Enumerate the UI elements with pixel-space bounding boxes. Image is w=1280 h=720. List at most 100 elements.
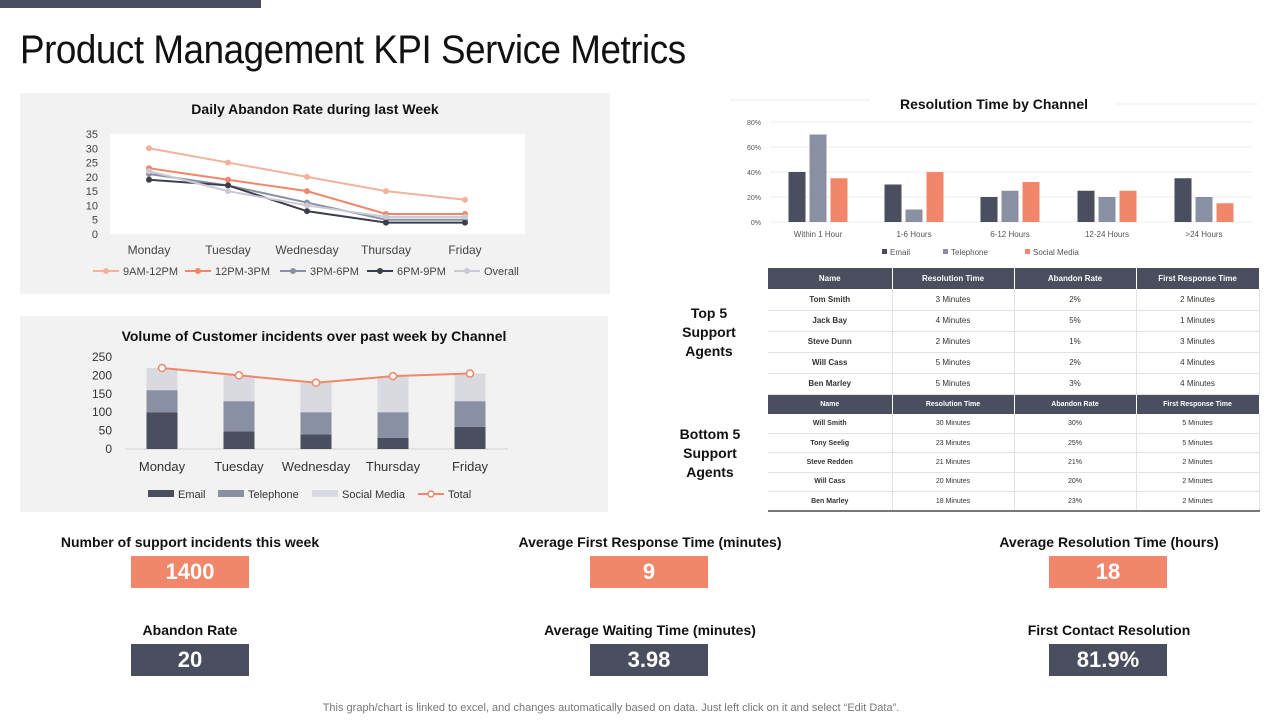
bar-social-media <box>1119 190 1137 222</box>
cell-resolution-time: 3 Minutes <box>892 289 1015 311</box>
bar-segment-social-media <box>454 373 486 402</box>
incident-volume-chart-panel[interactable]: Volume of Customer incidents over past w… <box>20 316 608 512</box>
y-tick-label: 0 <box>105 442 112 456</box>
bar-email <box>1077 190 1095 222</box>
cell-name: Steve Dunn <box>768 331 893 353</box>
cell-name: Will Smith <box>768 414 893 434</box>
cell-resolution-time: 4 Minutes <box>892 310 1015 332</box>
bottom5-agents-table: Name Resolution Time Abandon Rate First Res… <box>768 395 1260 512</box>
top-accent-bar <box>0 0 261 8</box>
legend-label: 6PM-9PM <box>397 266 446 278</box>
y-tick-label: 35 <box>86 129 98 141</box>
data-point-overall <box>383 213 389 220</box>
legend-marker-total <box>427 490 435 498</box>
x-tick-label: Thursday <box>361 243 411 257</box>
bottom5-table-row: Will Smith 30 Minutes 30% 5 Minutes <box>768 414 1260 434</box>
cell-first-response-time: 2 Minutes <box>1136 289 1260 311</box>
data-point-6pm-9pm <box>146 176 152 183</box>
data-point-9am-12pm <box>304 173 310 180</box>
col-header-name: Name <box>768 268 893 289</box>
cell-name: Steve Redden <box>768 452 893 473</box>
y-tick-label: 200 <box>92 368 112 382</box>
legend-label: Email <box>890 248 910 257</box>
cell-abandon-rate: 2% <box>1014 289 1137 311</box>
legend-marker-12pm-3pm <box>195 268 201 274</box>
data-point-9am-12pm <box>462 196 468 203</box>
x-tick-label: 6-12 Hours <box>990 230 1030 239</box>
cell-name: Jack Bay <box>768 310 893 332</box>
bar-telephone <box>809 134 827 222</box>
resolution-time-chart[interactable]: 0% 20% 40% 60% 80% Within 1 Hour 1-6 Hours 6-12… <box>730 92 1260 262</box>
data-point-overall <box>225 188 231 195</box>
col-header-resolution-time: Resolution Time <box>892 268 1015 289</box>
bottom5-table-row: Will Cass 20 Minutes 20% 2 Minutes <box>768 472 1260 493</box>
data-point-6pm-9pm <box>462 219 468 226</box>
y-tick-label: 5 <box>92 215 98 227</box>
bar-email <box>1174 178 1192 222</box>
col-header-first-response-time: First Response Time <box>1136 268 1260 289</box>
top5-label: Top 5 Support Agents <box>682 305 736 359</box>
resolution-chart-title: Resolution Time by Channel <box>900 96 1088 112</box>
legend-label: Social Media <box>342 489 406 501</box>
bar-telephone <box>905 209 923 222</box>
y-tick-label: 30 <box>86 143 98 155</box>
cell-abandon-rate: 25% <box>1014 433 1137 454</box>
incident-volume-chart[interactable]: 0 50 100 150 200 250 Monday Tuesday Wednesday Thu… <box>20 316 608 512</box>
abandon-rate-chart-panel[interactable]: Daily Abandon Rate during last Week 0 5 10… <box>20 93 610 294</box>
kpi-value-first-contact: 81.9% <box>1049 644 1167 676</box>
top5-table-row: Will Cass 5 Minutes 2% 4 Minutes <box>768 352 1260 374</box>
bar-segment-social-media <box>300 382 332 413</box>
cell-first-response-time: 5 Minutes <box>1136 414 1260 434</box>
bottom5-table-row: Ben Marley 18 Minutes 23% 2 Minutes <box>768 491 1260 512</box>
x-tick-label: 1-6 Hours <box>896 230 931 239</box>
cell-first-response-time: 2 Minutes <box>1136 472 1260 493</box>
abandon-rate-chart[interactable]: 0 5 10 15 20 25 30 35 Monday Tuesday Wednesday Thur… <box>20 93 610 294</box>
bar-social-media <box>1022 182 1040 222</box>
col-header-abandon-rate: Abandon Rate <box>1014 268 1137 289</box>
kpi-label-resolution-time: Average Resolution Time (hours) <box>999 534 1219 550</box>
data-point-6pm-9pm <box>304 208 310 215</box>
bar-segment-telephone <box>377 412 409 438</box>
legend-label: Email <box>178 489 206 501</box>
bar-telephone <box>1195 197 1213 222</box>
cell-abandon-rate: 21% <box>1014 452 1137 473</box>
kpi-value-waiting-time: 3.98 <box>590 644 708 676</box>
legend-label: Total <box>448 489 471 501</box>
total-point <box>465 369 475 378</box>
col-header-first-response-time: First Response Time <box>1136 395 1260 414</box>
legend-label: 3PM-6PM <box>310 266 359 278</box>
bar-segment-telephone <box>146 390 178 413</box>
top5-table-row: Jack Bay 4 Minutes 5% 1 Minutes <box>768 310 1260 332</box>
kpi-label-abandon-rate: Abandon Rate <box>142 622 238 638</box>
cell-name: Will Cass <box>768 472 893 493</box>
x-tick-label: Tuesday <box>214 459 264 474</box>
cell-abandon-rate: 30% <box>1014 414 1137 434</box>
bar-segment-email <box>146 412 178 449</box>
col-header-resolution-time: Resolution Time <box>892 395 1015 414</box>
y-tick-label: 20 <box>86 172 98 184</box>
total-point <box>311 378 321 388</box>
cell-first-response-time: 1 Minutes <box>1136 310 1260 332</box>
data-point-9am-12pm <box>383 188 389 195</box>
bar-segment-email <box>454 426 486 449</box>
cell-name: Tony Seelig <box>768 433 893 454</box>
cell-abandon-rate: 3% <box>1014 373 1137 395</box>
kpi-value-incidents: 1400 <box>131 556 249 588</box>
cell-resolution-time: 20 Minutes <box>892 472 1015 493</box>
data-point-9am-12pm <box>225 159 231 166</box>
cell-resolution-time: 2 Minutes <box>892 331 1015 353</box>
kpi-label-first-contact: First Contact Resolution <box>1027 622 1191 638</box>
x-tick-label: Tuesday <box>205 243 251 257</box>
kpi-label-first-response: Average First Response Time (minutes) <box>518 534 782 550</box>
bar-segment-telephone <box>454 401 486 427</box>
cell-name: Ben Marley <box>768 491 893 512</box>
cell-resolution-time: 18 Minutes <box>892 491 1015 512</box>
legend-label: 12PM-3PM <box>215 266 270 278</box>
cell-abandon-rate: 20% <box>1014 472 1137 493</box>
legend-swatch-social-media <box>312 490 338 497</box>
legend-marker-9am-12pm <box>103 268 109 274</box>
kpi-value-first-response: 9 <box>590 556 708 588</box>
cell-resolution-time: 21 Minutes <box>892 452 1015 473</box>
cell-first-response-time: 4 Minutes <box>1136 373 1260 395</box>
legend-swatch-social-media <box>1025 249 1030 254</box>
